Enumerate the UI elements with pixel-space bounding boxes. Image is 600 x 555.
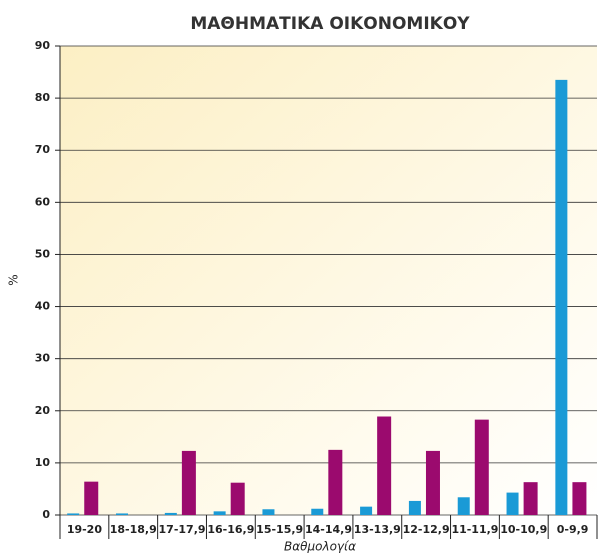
bar bbox=[523, 482, 538, 515]
y-tick-label: 0 bbox=[42, 508, 50, 521]
x-tick-label: 11-11,9 bbox=[451, 523, 498, 536]
y-tick-label: 50 bbox=[35, 247, 51, 260]
bar bbox=[84, 481, 99, 515]
x-tick-label: 14-14,9 bbox=[305, 523, 352, 536]
bar bbox=[213, 511, 226, 515]
bar bbox=[506, 492, 519, 515]
bar bbox=[377, 416, 392, 515]
y-tick-label: 20 bbox=[35, 404, 51, 417]
x-axis-label: Βαθμολογία bbox=[284, 540, 356, 554]
x-tick-label: 18-18,9 bbox=[110, 523, 157, 536]
bar bbox=[408, 500, 421, 515]
plot-background bbox=[60, 46, 597, 515]
y-tick-label: 10 bbox=[35, 456, 51, 469]
bar bbox=[457, 497, 470, 515]
x-tick-label: 12-12,9 bbox=[403, 523, 450, 536]
bar bbox=[115, 513, 128, 515]
y-tick-label: 60 bbox=[35, 195, 51, 208]
x-tick-label: 19-20 bbox=[67, 523, 103, 536]
bar bbox=[311, 508, 324, 515]
x-tick-label: 17-17,9 bbox=[159, 523, 206, 536]
x-tick-label: 0-9,9 bbox=[557, 523, 589, 536]
bar bbox=[164, 512, 177, 515]
y-tick-label: 30 bbox=[35, 352, 51, 365]
bar bbox=[555, 79, 568, 515]
x-tick-label: 13-13,9 bbox=[354, 523, 401, 536]
bar bbox=[360, 506, 373, 515]
bar bbox=[474, 419, 489, 515]
x-tick-label: 10-10,9 bbox=[500, 523, 547, 536]
bar bbox=[67, 513, 80, 515]
bar bbox=[328, 449, 343, 515]
y-tick-label: 70 bbox=[35, 143, 51, 156]
bar bbox=[181, 450, 196, 515]
x-tick-label: 16-16,9 bbox=[207, 523, 254, 536]
y-axis-label: % bbox=[7, 274, 21, 285]
bar bbox=[425, 450, 440, 515]
y-tick-label: 80 bbox=[35, 91, 51, 104]
y-tick-label: 40 bbox=[35, 300, 51, 313]
bar bbox=[262, 509, 275, 515]
bar bbox=[230, 482, 245, 515]
chart-title: ΜΑΘΗΜΑΤΙΚΑ ΟΙΚΟΝΟΜΙΚΟΥ bbox=[190, 14, 470, 34]
bar bbox=[572, 482, 587, 515]
x-tick-label: 15-15,9 bbox=[256, 523, 303, 536]
y-tick-label: 90 bbox=[35, 39, 51, 52]
